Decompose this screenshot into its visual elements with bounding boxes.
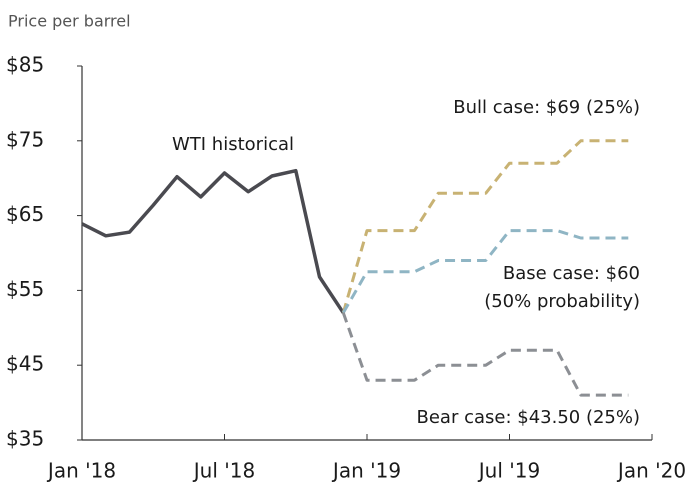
series-line [342,229,629,314]
series-line [341,312,629,397]
annotation: Bull case: $69 (25%) [453,97,640,118]
chart-subtitle: Price per barrel [8,12,131,31]
y-tick-label: $45 [6,352,44,376]
x-tick-label: Jul '19 [477,459,540,483]
series-line [341,139,629,314]
x-tick-label: Jul '18 [192,459,255,483]
series-line [81,168,345,314]
x-tick-label: Jan '19 [331,459,401,483]
x-tick-label: Jan '20 [616,459,686,483]
y-tick-label: $75 [6,127,44,151]
x-tick-label: Jan '18 [46,459,116,483]
y-tick-label: $35 [6,427,44,451]
y-tick-label: $65 [6,202,44,226]
annotation: (50% probability) [484,291,640,312]
annotation: Bear case: $43.50 (25%) [417,407,641,428]
y-tick-label: $55 [6,277,44,301]
annotation: WTI historical [172,134,294,155]
y-tick-label: $85 [6,53,44,77]
annotation: Base case: $60 [503,263,640,284]
